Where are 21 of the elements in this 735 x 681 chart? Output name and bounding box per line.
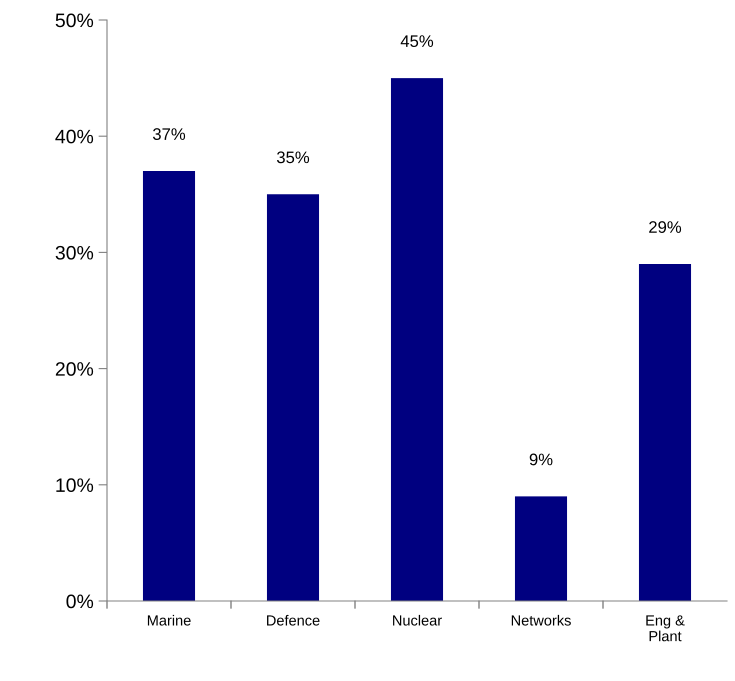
- data-label: 37%: [152, 128, 186, 140]
- data-label: 45%: [400, 35, 434, 48]
- x-tick-label: Marine: [148, 614, 191, 626]
- y-tick-label: 40%: [55, 130, 94, 144]
- y-tick-label: 50%: [56, 13, 94, 28]
- bar: [514, 496, 568, 601]
- x-tick-label: Eng & Plant: [646, 615, 685, 642]
- x-tick-label: Networks: [512, 614, 571, 626]
- y-tick-label: 0%: [66, 594, 94, 608]
- y-tick-label: 10%: [56, 478, 94, 492]
- x-tick-label: Defence: [267, 614, 320, 626]
- y-tick-label: 30%: [56, 246, 94, 260]
- bar: [638, 264, 692, 601]
- data-label: 9%: [530, 454, 552, 466]
- data-label: 29%: [649, 221, 682, 233]
- bar: [266, 194, 320, 601]
- y-tick-label: 20%: [56, 362, 94, 376]
- x-tick-label: Nuclear: [393, 614, 442, 626]
- bar: [390, 78, 444, 601]
- data-label: 35%: [276, 151, 310, 164]
- bar: [142, 171, 196, 601]
